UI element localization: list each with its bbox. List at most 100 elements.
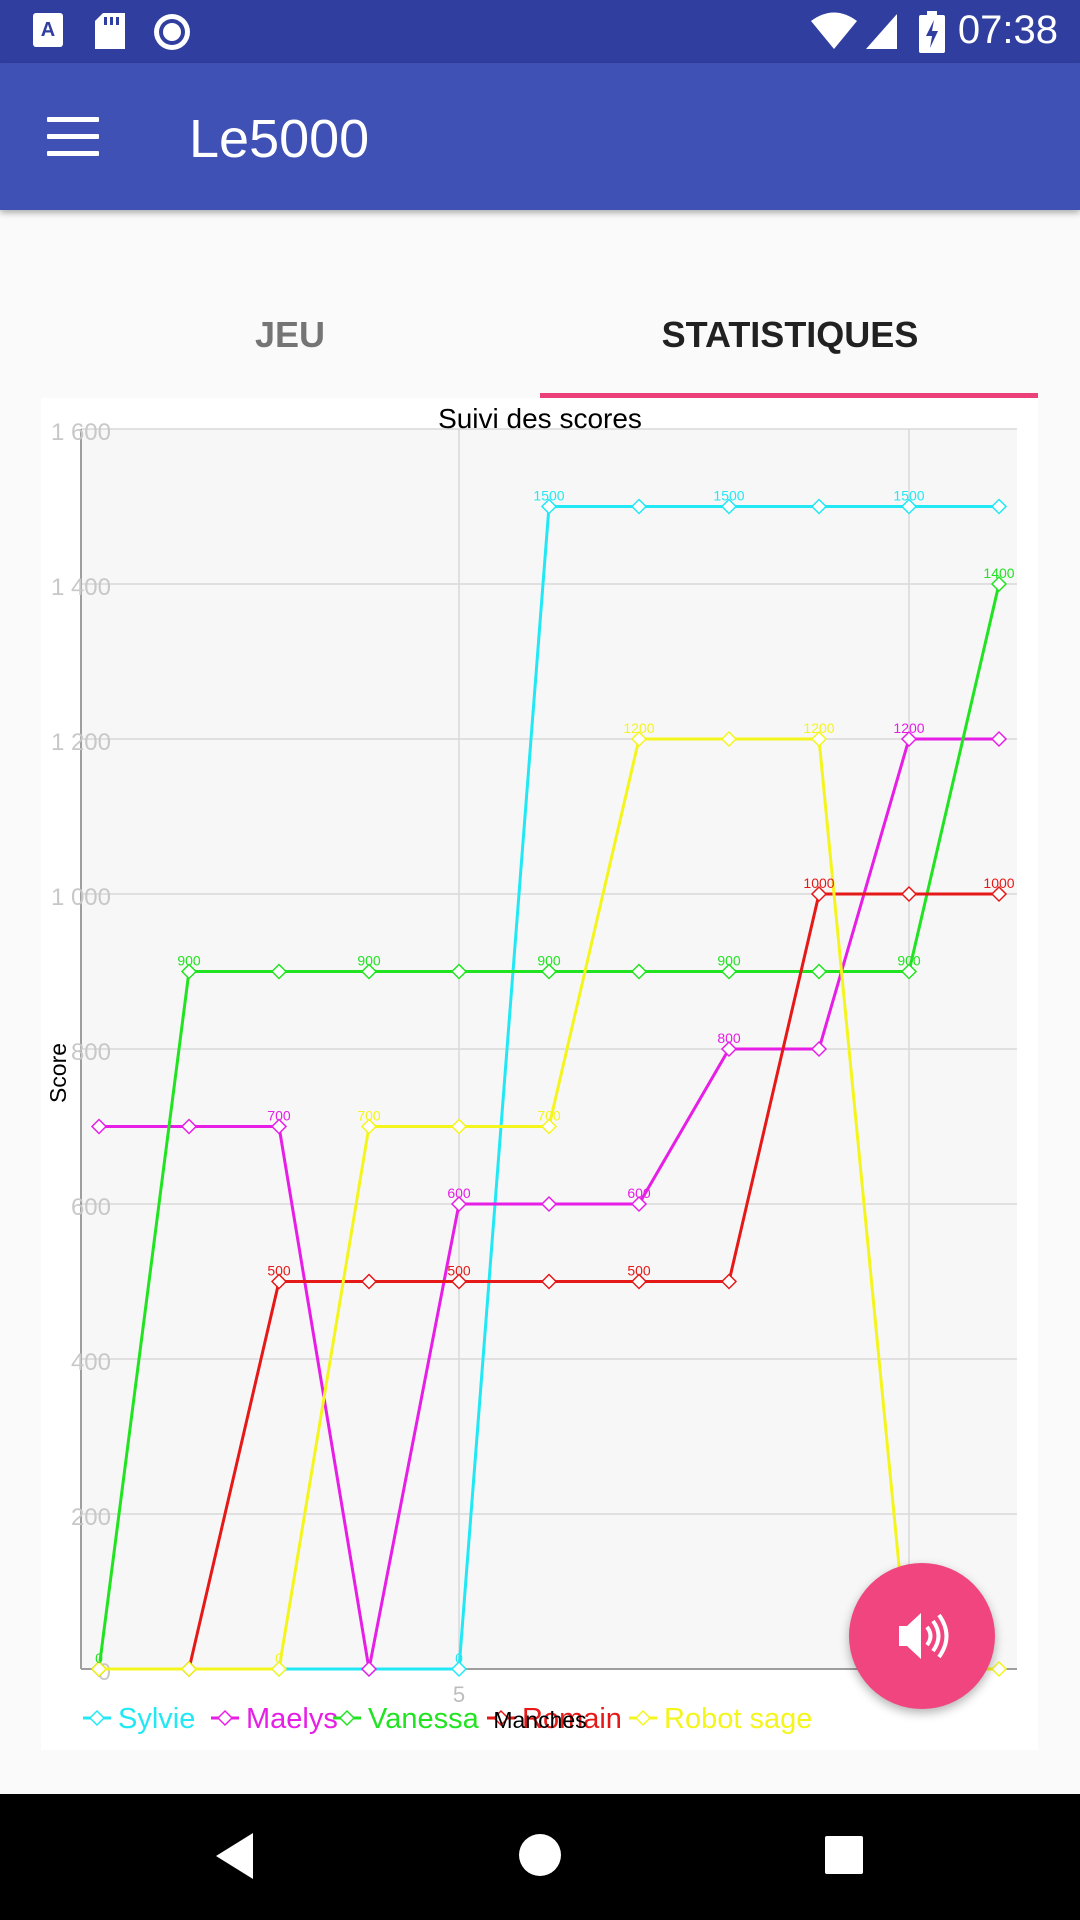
chart-legend: Sylvie Maelys Vanessa Romain Robot sage (83, 1703, 812, 1735)
data-point (450, 1660, 468, 1678)
data-label: 1400 (983, 565, 1014, 581)
data-point (990, 575, 1008, 593)
status-time: 07:38 (957, 8, 1058, 52)
y-tick-label: 200 (71, 1504, 111, 1531)
y-tick-label: 1 400 (51, 574, 111, 601)
data-point (720, 1273, 738, 1290)
data-point (270, 1118, 288, 1135)
data-point (180, 1660, 198, 1678)
data-label: 600 (627, 1185, 651, 1201)
y-tick-label: 1 000 (51, 884, 111, 911)
data-label: 800 (717, 1030, 741, 1046)
data-label: 500 (267, 1263, 291, 1279)
x-tick-label: 5 (453, 1682, 465, 1707)
data-point (90, 1118, 108, 1135)
data-point (630, 1273, 648, 1290)
chart-series (90, 498, 1008, 1678)
data-point (180, 1118, 198, 1135)
legend-label: Maelys (246, 1703, 338, 1735)
data-point (360, 1118, 378, 1135)
tab-indicator (540, 393, 1038, 399)
data-point (450, 1118, 468, 1135)
data-label: 900 (897, 953, 921, 969)
data-point (810, 885, 828, 903)
status-bar: A 07:38 (0, 0, 1080, 63)
chart-title: Suivi des scores (438, 403, 642, 434)
data-label: 0 (275, 1650, 283, 1666)
data-label: 1200 (623, 720, 654, 736)
data-label: 0 (455, 1650, 463, 1666)
tab-statistiques[interactable]: STATISTIQUES (661, 314, 919, 355)
data-label: 1000 (983, 875, 1014, 891)
data-point (630, 730, 648, 748)
data-point (540, 1273, 558, 1290)
data-point (450, 1273, 468, 1290)
data-label: 900 (537, 953, 561, 969)
svg-text:A: A (41, 19, 55, 41)
data-label: 1200 (893, 720, 924, 736)
back-icon[interactable] (213, 1831, 257, 1881)
data-point (900, 730, 918, 748)
y-tick-label: 600 (71, 1194, 111, 1221)
legend-label: Sylvie (118, 1703, 195, 1735)
data-point (540, 963, 558, 980)
data-label: 1500 (533, 488, 564, 504)
navigation-bar (0, 1794, 1080, 1920)
home-icon[interactable] (518, 1833, 562, 1877)
data-label: 500 (627, 1263, 651, 1279)
chart-grid (80, 428, 1017, 1670)
legend-label: Romain (522, 1703, 622, 1735)
data-label: 900 (357, 953, 381, 969)
a-notification-icon: A (33, 13, 63, 47)
score-chart: 0 200 400 600 800 1 000 1 200 1 400 1 600 5 0 150… (45, 403, 1017, 1735)
recents-icon[interactable] (824, 1835, 864, 1875)
data-point (810, 498, 828, 515)
speaker-button[interactable] (849, 1563, 995, 1709)
tab-jeu[interactable]: JEU (254, 314, 326, 355)
speaker-icon (899, 1613, 949, 1659)
data-point (720, 498, 738, 515)
data-point (810, 1040, 828, 1058)
data-point (990, 730, 1008, 748)
data-point (990, 885, 1008, 903)
data-label: 900 (177, 953, 201, 969)
data-point (990, 498, 1008, 515)
data-point (630, 498, 648, 515)
data-point (630, 963, 648, 980)
data-label: 1200 (803, 720, 834, 736)
data-label: 500 (447, 1263, 471, 1279)
radio-icon (154, 14, 190, 50)
tab-bar: JEU STATISTIQUES (40, 270, 1040, 400)
data-point (180, 963, 198, 980)
data-point (450, 963, 468, 980)
data-point (270, 963, 288, 980)
y-axis-ticks: 0 200 400 600 800 1 000 1 200 1 400 1 600 (51, 419, 111, 1686)
y-tick-label: 1 600 (51, 419, 111, 446)
data-point (270, 1273, 288, 1290)
data-point (90, 1660, 108, 1678)
data-point (540, 498, 558, 515)
legend-marker (216, 1709, 234, 1727)
data-point (630, 1195, 648, 1213)
data-label: 900 (717, 953, 741, 969)
signal-icon (866, 14, 897, 49)
data-label: 1000 (803, 875, 834, 891)
wifi-icon (811, 12, 857, 49)
data-point (360, 1273, 378, 1290)
y-axis-label: Score (45, 1043, 71, 1103)
data-point (450, 1195, 468, 1213)
data-label: 600 (447, 1185, 471, 1201)
legend-label: Vanessa (368, 1703, 480, 1735)
data-point (360, 1660, 378, 1678)
app-bar: Le5000 (0, 63, 1080, 210)
hamburger-menu-icon[interactable] (47, 117, 99, 157)
sd-card-icon (95, 13, 125, 49)
chart-card: 0 200 400 600 800 1 000 1 200 1 400 1 600 5 0 150… (41, 398, 1038, 1750)
legend-marker (88, 1709, 106, 1727)
data-point (540, 1118, 558, 1135)
legend-marker (634, 1709, 652, 1727)
data-label: 700 (267, 1108, 291, 1124)
data-label: 1500 (893, 488, 924, 504)
data-point (360, 963, 378, 980)
data-label: 700 (357, 1108, 381, 1124)
